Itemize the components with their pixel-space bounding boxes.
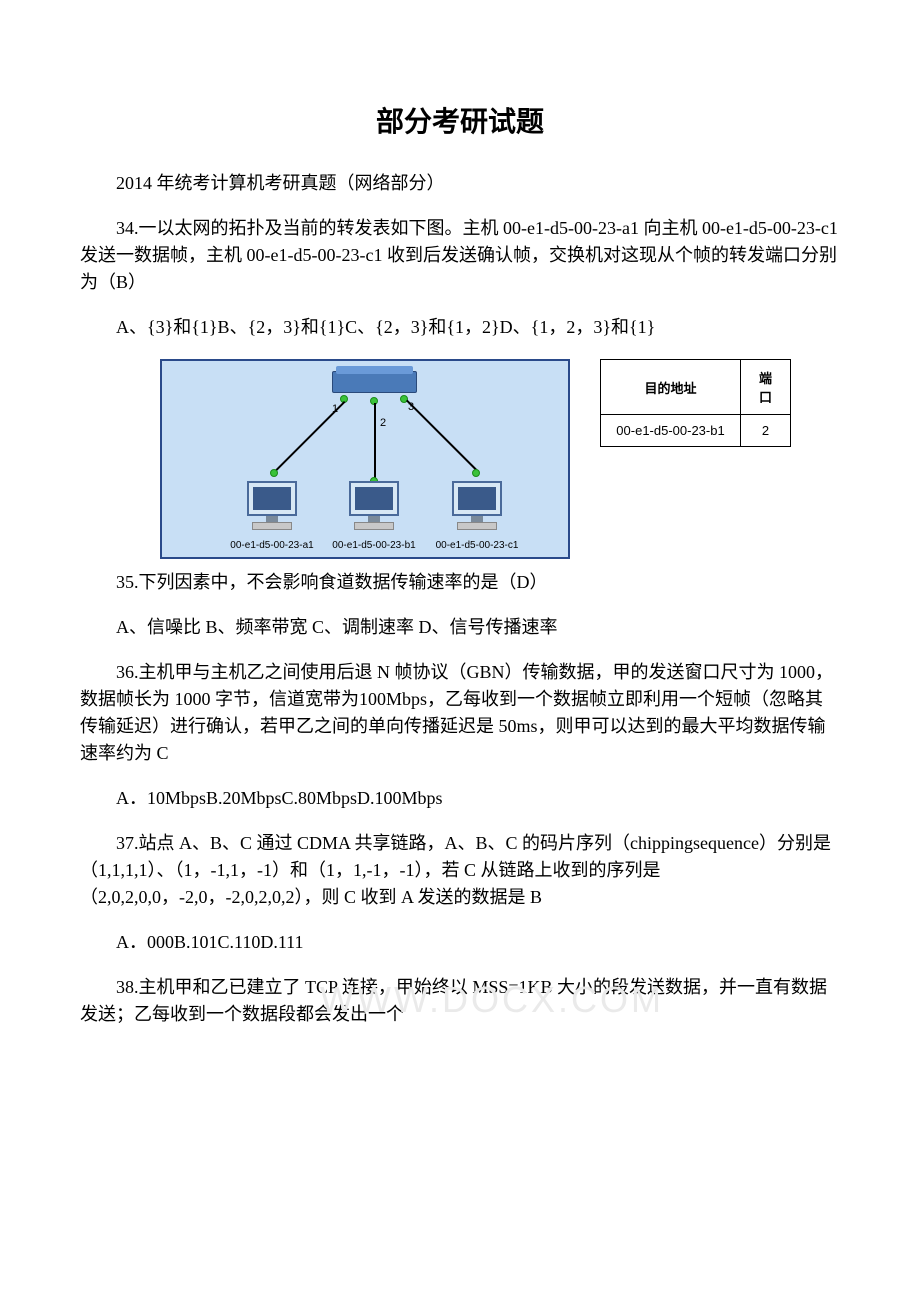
q35-text: 35.下列因素中，不会影响食道数据传输速率的是（D） xyxy=(80,569,840,596)
port-label-2: 2 xyxy=(380,417,386,429)
pc-a-label: 00-e1-d5-00-23-a1 xyxy=(230,540,313,551)
q37-text: 37.站点 A、B、C 通过 CDMA 共享链路，A、B、C 的码片序列（chi… xyxy=(80,830,840,911)
pc-c-port-dot xyxy=(472,469,480,477)
pc-b: 00-e1-d5-00-23-b1 xyxy=(344,481,404,536)
table-header-row: 目的地址 端口 xyxy=(601,360,791,415)
forwarding-table: 目的地址 端口 00-e1-d5-00-23-b1 2 xyxy=(600,359,791,447)
q36-options: A．10MbpsB.20MbpsC.80MbpsD.100Mbps xyxy=(80,785,840,812)
q34-text: 34.一以太网的拓扑及当前的转发表如下图。主机 00-e1-d5-00-23-a… xyxy=(80,215,840,296)
network-diagram: 1 2 3 00-e1-d5-00-23-a1 00-e1-d xyxy=(160,359,570,559)
pc-c-label: 00-e1-d5-00-23-c1 xyxy=(436,540,519,551)
figure-row: 1 2 3 00-e1-d5-00-23-a1 00-e1-d xyxy=(80,359,840,559)
td-address: 00-e1-d5-00-23-b1 xyxy=(601,415,741,447)
pc-b-label: 00-e1-d5-00-23-b1 xyxy=(332,540,415,551)
q34-options: A、{3}和{1}B、{2，3}和{1}C、{2，3}和{1，2}D、{1，2，… xyxy=(80,314,840,341)
pc-a-port-dot xyxy=(270,469,278,477)
pc-a: 00-e1-d5-00-23-a1 xyxy=(242,481,302,536)
page-title: 部分考研试题 xyxy=(80,100,840,140)
pc-c: 00-e1-d5-00-23-c1 xyxy=(447,481,507,536)
table-row: 00-e1-d5-00-23-b1 2 xyxy=(601,415,791,447)
intro-paragraph: 2014 年统考计算机考研真题（网络部分） xyxy=(80,170,840,197)
link-1 xyxy=(273,401,345,473)
q37-options: A．000B.101C.110D.111 xyxy=(80,929,840,956)
td-port: 2 xyxy=(741,415,791,447)
link-3 xyxy=(406,400,478,472)
q35-options: A、信噪比 B、频率带宽 C、调制速率 D、信号传播速率 xyxy=(80,614,840,641)
th-port: 端口 xyxy=(741,360,791,415)
q38-text: 38.主机甲和乙已建立了 TCP 连接，甲始终以 MSS=1KB 大小的段发送数… xyxy=(80,974,840,1028)
th-address: 目的地址 xyxy=(601,360,741,415)
link-2 xyxy=(374,403,376,481)
q36-text: 36.主机甲与主机乙之间使用后退 N 帧协议（GBN）传输数据，甲的发送窗口尺寸… xyxy=(80,659,840,767)
